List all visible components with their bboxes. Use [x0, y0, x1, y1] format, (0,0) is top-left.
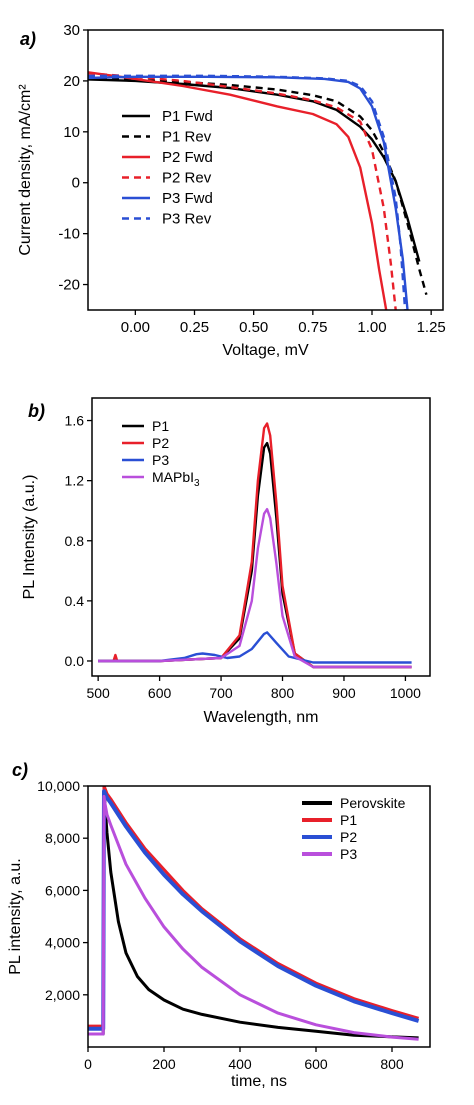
legend-entry: P2 Rev [162, 170, 212, 187]
x-axis-label: Wavelength, nm [203, 709, 318, 726]
y-tick-label: -10 [58, 226, 80, 243]
x-tick-label: 0.00 [121, 319, 150, 336]
series-line-4 [88, 794, 419, 1041]
x-tick-label: 800 [271, 685, 295, 701]
panel-label: a) [20, 29, 36, 49]
panel-label: b) [28, 401, 45, 421]
series-line-3 [88, 789, 420, 1031]
legend-entry: MAPbI3 [152, 469, 200, 489]
series-line-2 [88, 786, 420, 1028]
x-tick-label: 800 [380, 1056, 404, 1072]
y-axis-label: Current density, mA/cm² [17, 84, 34, 256]
x-tick-label: 1.25 [417, 319, 446, 336]
y-tick-label: 6,000 [45, 882, 80, 898]
series-line-3 [98, 631, 412, 664]
x-tick-label: 0.50 [239, 319, 268, 336]
series-group [88, 71, 428, 310]
legend-entry: P2 [152, 435, 169, 451]
x-tick-label: 0.75 [298, 319, 327, 336]
x-tick-label: 0 [84, 1056, 92, 1072]
y-tick-label: 1.6 [65, 413, 85, 429]
series-line-6 [88, 74, 407, 310]
legend-entry: P3 [340, 846, 357, 862]
axes-frame [87, 29, 444, 311]
axes-frame [91, 397, 431, 677]
legend-entry: P3 Rev [162, 211, 212, 228]
y-tick-label: 20 [63, 73, 80, 90]
y-tick-label: 10 [63, 124, 80, 141]
x-tick-label: 1.00 [357, 319, 386, 336]
legend: P1 Fwd P1 Rev P2 Fwd P2 Rev P3 Fwd P3 Rev [122, 108, 213, 228]
x-tick-label: 600 [304, 1056, 328, 1072]
y-tick-label: 0 [72, 175, 80, 192]
series-line-1 [88, 78, 421, 262]
x-tick-label: 400 [228, 1056, 252, 1072]
x-tick-label: 0.25 [180, 319, 209, 336]
chart-panel-3: 0 200 400 600 800 2,000 4,000 6,000 8,000 10,000 t… [7, 760, 431, 1090]
legend-entry: P3 Fwd [162, 190, 213, 207]
y-tick-label: 0.4 [65, 593, 85, 609]
chart-panel-1: 0.00 0.25 0.50 0.75 1.00 1.25 -20 -10 0 10 20 30 Vol… [17, 22, 446, 359]
axes-frame [87, 785, 431, 1048]
y-tick-label: -20 [58, 277, 80, 294]
y-tick-label: 0.8 [65, 533, 85, 549]
x-axis-label: Voltage, mV [222, 342, 309, 359]
x-tick-label: 200 [152, 1056, 176, 1072]
y-tick-label: 1.2 [65, 473, 85, 489]
y-tick-label: 8,000 [45, 830, 80, 846]
y-tick-label: 0.0 [65, 653, 85, 669]
legend-entry: Perovskite [340, 795, 406, 811]
legend-subscript: 3 [194, 478, 200, 489]
x-tick-label: 600 [148, 685, 172, 701]
legend-entry: P1 [152, 418, 169, 434]
x-tick-label: 1000 [390, 685, 421, 701]
legend-entry: P1 Rev [162, 129, 212, 146]
legend-entry: P2 [340, 829, 357, 845]
series-line-2 [88, 76, 428, 296]
series-line-4 [88, 72, 397, 310]
series-line-4 [98, 508, 412, 669]
y-tick-label: 10,000 [37, 778, 80, 794]
series-line-5 [88, 75, 409, 310]
x-tick-label: 900 [332, 685, 356, 701]
series-group [98, 422, 412, 669]
y-axis-label: PL Intensity (a.u.) [21, 475, 38, 600]
x-axis-label: time, ns [231, 1073, 287, 1090]
y-tick-label: 2,000 [45, 987, 80, 1003]
x-tick-label: 500 [86, 685, 110, 701]
legend-entry: P1 [340, 812, 357, 828]
legend-entry: P3 [152, 452, 169, 468]
chart-panel-2: 500 600 700 800 900 1000 0.0 0.4 0.8 1.2 1.6 Wavele… [21, 397, 431, 726]
y-tick-label: 4,000 [45, 935, 80, 951]
series-line-1 [98, 441, 412, 669]
legend-entry: P1 Fwd [162, 108, 213, 125]
x-tick-label: 700 [209, 685, 233, 701]
y-tick-label: 30 [63, 22, 80, 39]
series-line-3 [88, 71, 388, 310]
y-axis-label: PL intensity, a.u. [7, 858, 24, 975]
panel-label: c) [12, 760, 28, 780]
series-group [88, 786, 420, 1041]
legend-entry: P2 Fwd [162, 149, 213, 166]
